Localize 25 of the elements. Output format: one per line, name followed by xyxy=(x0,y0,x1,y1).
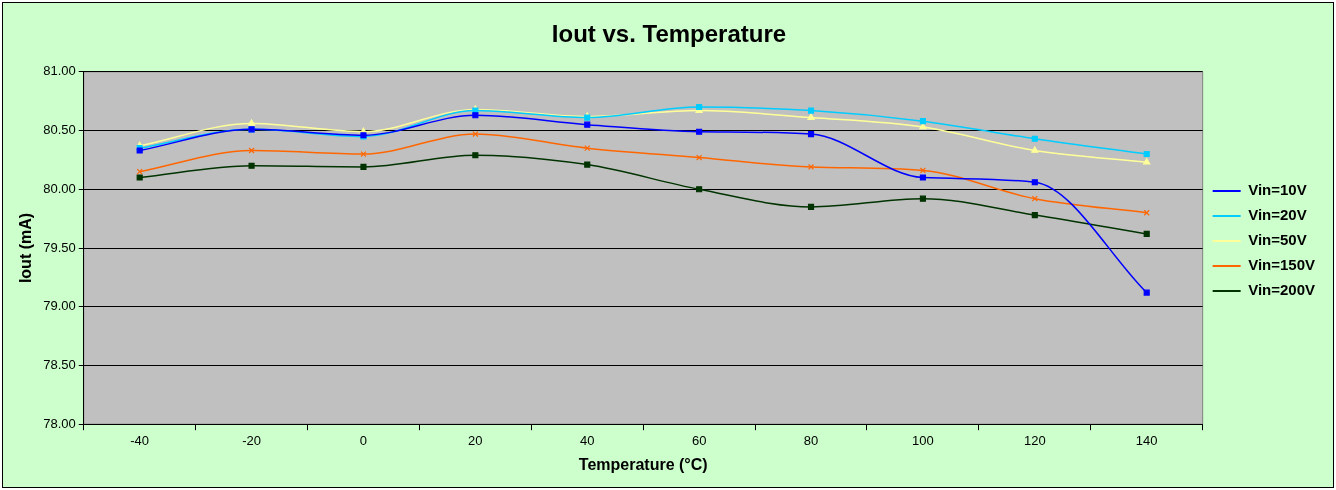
y-axis-title: Iout (mA) xyxy=(17,212,35,284)
x-tick-label: 60 xyxy=(691,432,707,448)
x-tick-label: 20 xyxy=(468,432,483,448)
y-tick-label: 79.50 xyxy=(43,239,76,255)
x-tick-label: 40 xyxy=(580,432,595,448)
legend-label: Vin=10V xyxy=(1248,181,1307,199)
chart-title: Iout vs. Temperature xyxy=(551,20,787,48)
y-tick-label: 78.00 xyxy=(43,415,76,431)
y-tick-label: 78.50 xyxy=(43,357,76,373)
legend-label: Vin=20V xyxy=(1248,206,1307,224)
y-tick-label: 80.50 xyxy=(43,122,76,138)
y-tick-label: 81.00 xyxy=(43,63,76,79)
x-axis-title: Temperature (°C) xyxy=(578,455,708,473)
x-tick-label: 100 xyxy=(912,432,934,448)
x-tick-label: 120 xyxy=(1023,432,1046,448)
x-tick-label: -40 xyxy=(130,432,150,448)
y-tick-label: 80.00 xyxy=(43,180,76,196)
x-tick-label: -20 xyxy=(242,432,261,448)
x-tick-label: 140 xyxy=(1135,432,1158,448)
x-tick-label: 0 xyxy=(359,432,368,448)
legend-label: Vin=150V xyxy=(1248,256,1315,274)
legend-label: Vin=50V xyxy=(1248,231,1307,249)
legend-label: Vin=200V xyxy=(1248,281,1315,299)
x-tick-label: 80 xyxy=(803,432,819,448)
y-tick-label: 79.00 xyxy=(43,298,76,314)
